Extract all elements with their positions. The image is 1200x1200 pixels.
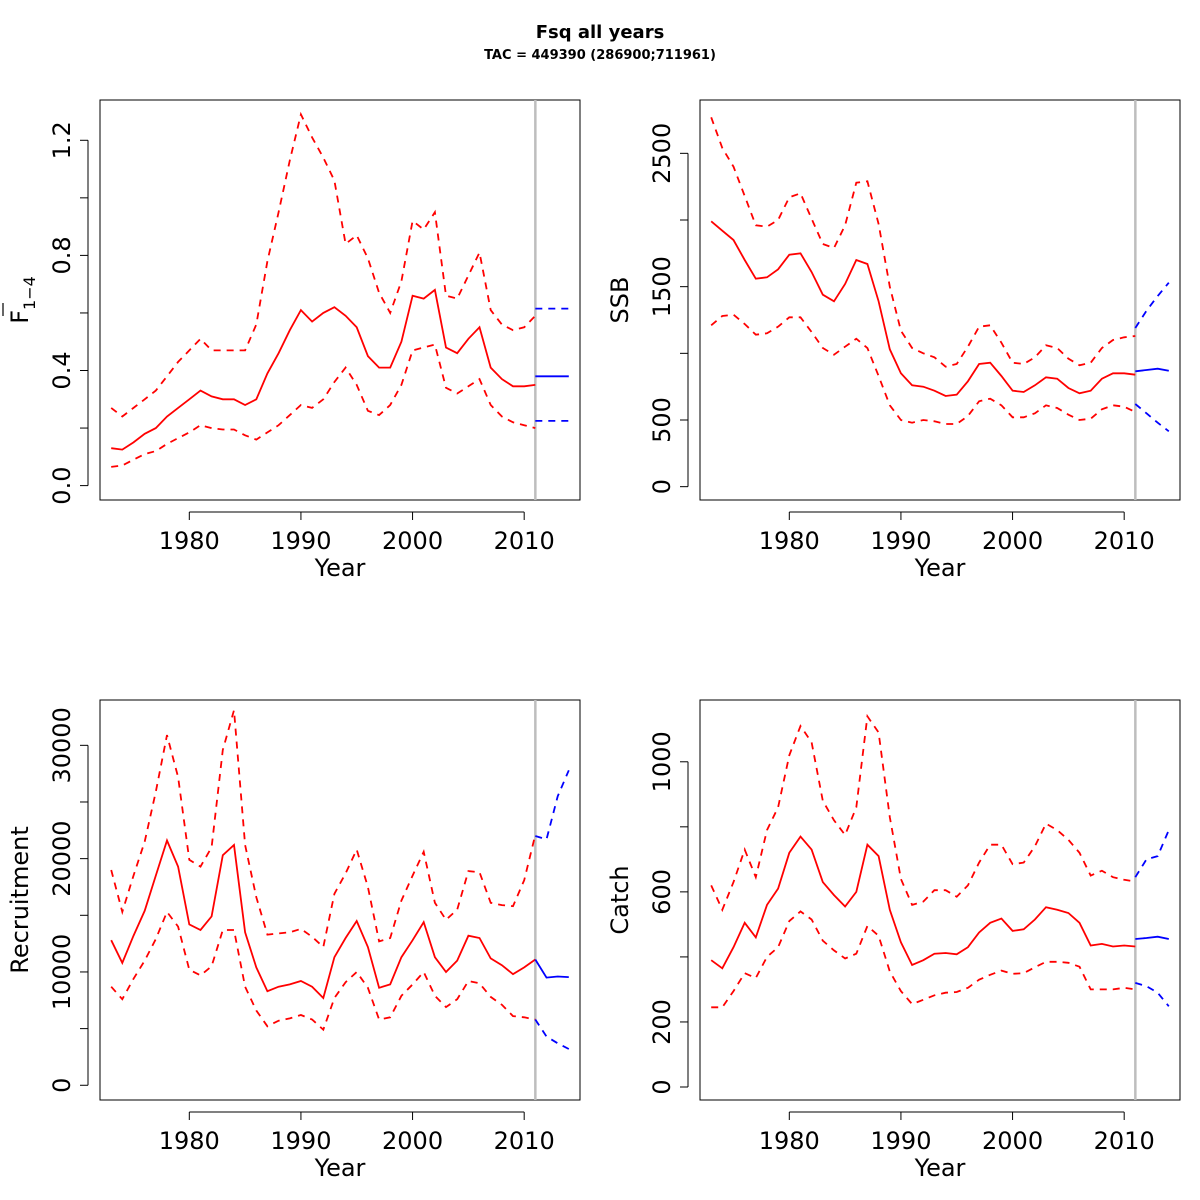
ssb-y-tick-label: 1500 bbox=[648, 256, 676, 317]
ssb-y-tick-label: 0 bbox=[648, 479, 676, 494]
recruitment-x-tick-label: 1990 bbox=[270, 1127, 331, 1155]
f-mean-y-axis-title-sub: 1−4 bbox=[20, 276, 39, 310]
figure-subtitle: TAC = 449390 (286900;711961) bbox=[484, 48, 716, 63]
recruitment-forecast-lower-line bbox=[534, 1019, 570, 1050]
f-mean-x-tick-label: 1990 bbox=[270, 527, 331, 555]
ssb-historic-upper-line bbox=[710, 116, 1136, 368]
f-mean-historic-estimate-line bbox=[111, 288, 536, 451]
catch-y-axis-title: Catch bbox=[606, 865, 634, 934]
f-mean-y-tick-label: 0.4 bbox=[48, 351, 76, 389]
catch-plot-frame bbox=[699, 699, 1181, 1101]
recruitment-y-tick-label: 0 bbox=[48, 1078, 76, 1093]
recruitment-plot-frame bbox=[99, 699, 581, 1101]
f-mean-x-tick-label: 2010 bbox=[494, 527, 555, 555]
catch-historic-lower-line bbox=[711, 910, 1136, 1009]
catch-y-tick-label: 0 bbox=[648, 1079, 676, 1094]
recruitment-y-tick-label: 10000 bbox=[48, 934, 76, 1010]
catch-forecast-lower-line bbox=[1135, 982, 1170, 1007]
catch-forecast-estimate-line bbox=[1135, 935, 1169, 940]
ssb-forecast-lower-line bbox=[1134, 403, 1170, 433]
f-mean-y-tick-label: 0.8 bbox=[48, 236, 76, 274]
ssb-x-tick-label: 2000 bbox=[982, 527, 1043, 555]
catch-y-tick-label: 200 bbox=[648, 999, 676, 1045]
f-mean-y-tick-label: 0.0 bbox=[48, 467, 76, 505]
ssb-historic-lower-line bbox=[710, 313, 1136, 425]
f-mean-x-axis-title: Year bbox=[314, 554, 366, 582]
catch-x-tick-label: 2000 bbox=[982, 1127, 1043, 1155]
ssb-y-tick-label: 2500 bbox=[648, 123, 676, 184]
catch-historic-estimate-line bbox=[710, 835, 1136, 970]
catch-historic-upper-line bbox=[710, 713, 1136, 913]
catch-y-tick-label: 1000 bbox=[648, 731, 676, 792]
recruitment-historic-upper-line bbox=[110, 709, 537, 949]
panel-recruitment: 0 10000 20000 30000 1980 1990 2000 2010 Year Recr… bbox=[6, 699, 581, 1182]
recruitment-y-axis-title: Recruitment bbox=[6, 826, 34, 973]
f-mean-y-axis-title-main: F bbox=[6, 310, 34, 324]
recruitment-x-tick-label: 2000 bbox=[382, 1127, 443, 1155]
catch-forecast-upper-line bbox=[1134, 829, 1170, 878]
catch-x-tick-label: 1980 bbox=[759, 1127, 820, 1155]
recruitment-x-tick-label: 1980 bbox=[159, 1127, 220, 1155]
f-mean-x-tick-label: 2000 bbox=[382, 527, 443, 555]
ssb-x-tick-label: 1990 bbox=[870, 527, 931, 555]
ssb-x-tick-label: 2010 bbox=[1094, 527, 1155, 555]
recruitment-historic-estimate-line bbox=[110, 837, 536, 1000]
ssb-x-tick-label: 1980 bbox=[759, 527, 820, 555]
recruitment-forecast-upper-line bbox=[535, 769, 570, 841]
f-mean-x-tick-label: 1980 bbox=[159, 527, 220, 555]
ssb-forecast-estimate-line bbox=[1135, 367, 1169, 373]
recruitment-forecast-estimate-line bbox=[534, 959, 569, 979]
panel-ssb: 0 500 1500 2500 1980 1990 2000 2010 Year SSB bbox=[606, 99, 1181, 582]
recruitment-y-tick-label: 20000 bbox=[48, 820, 76, 896]
recruitment-x-tick-label: 2010 bbox=[494, 1127, 555, 1155]
ssb-forecast-upper-line bbox=[1134, 282, 1170, 329]
figure-title: Fsq all years bbox=[535, 22, 665, 43]
catch-y-tick-label: 600 bbox=[648, 869, 676, 915]
f-mean-historic-upper-line bbox=[110, 111, 536, 418]
f-mean-historic-lower-line bbox=[111, 343, 536, 468]
panel-f-mean: 0.0 0.4 0.8 1.2 1980 1990 2000 2010 Year F1−4 bbox=[2, 99, 581, 582]
catch-x-tick-label: 2010 bbox=[1094, 1127, 1155, 1155]
catch-x-axis-title: Year bbox=[914, 1154, 966, 1182]
ssb-y-axis-title: SSB bbox=[606, 277, 634, 324]
panel-catch: 0 200 600 1000 1980 1990 2000 2010 Year Catch bbox=[606, 699, 1181, 1182]
catch-x-tick-label: 1990 bbox=[870, 1127, 931, 1155]
recruitment-historic-lower-line bbox=[110, 910, 536, 1032]
f-mean-y-axis-title: F1−4 bbox=[6, 276, 39, 324]
recruitment-y-tick-label: 30000 bbox=[48, 707, 76, 783]
ssb-plot-frame bbox=[699, 99, 1181, 501]
ssb-y-tick-label: 500 bbox=[648, 397, 676, 443]
f-mean-plot-frame bbox=[99, 99, 581, 501]
f-mean-y-tick-label: 1.2 bbox=[48, 121, 76, 159]
ssb-historic-estimate-line bbox=[710, 220, 1136, 397]
recruitment-x-axis-title: Year bbox=[314, 1154, 366, 1182]
ssb-x-axis-title: Year bbox=[914, 554, 966, 582]
